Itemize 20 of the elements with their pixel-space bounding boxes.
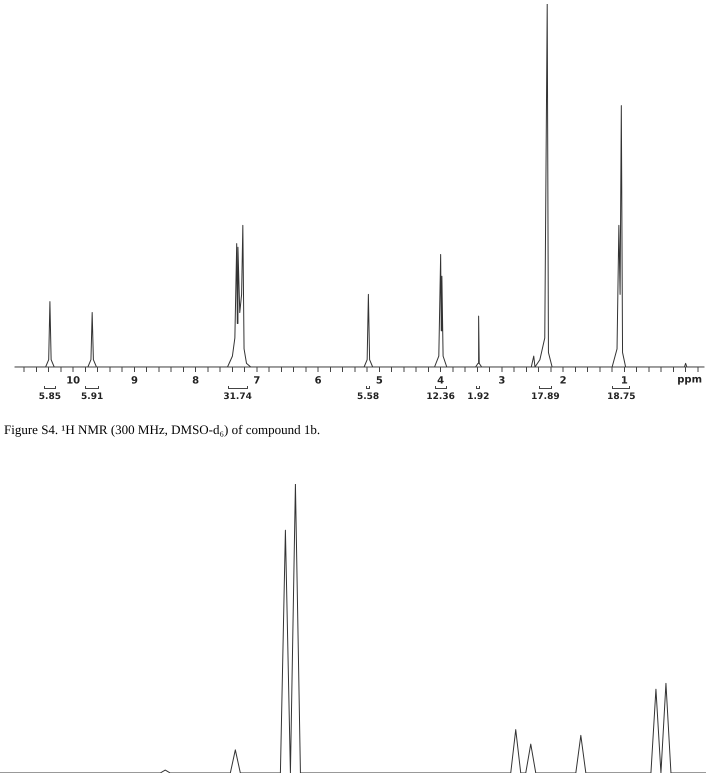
x-axis-title: ppm <box>677 374 702 386</box>
caption: Figure S4. ¹H NMR (300 MHz, DMSO-d₆) of compound 1b. <box>3 422 322 438</box>
text: 5.58 <box>356 392 380 402</box>
text: 18.75 <box>606 392 637 402</box>
x-tick-label: 10 <box>66 376 80 387</box>
x-tick-label: 3 <box>498 376 506 387</box>
x-tick-label: 5 <box>376 376 383 387</box>
text: 1.92 <box>467 392 490 402</box>
x-tick-label: 4 <box>437 376 444 387</box>
x-tick-label: 9 <box>130 376 138 387</box>
x-tick-label: 2 <box>560 376 567 387</box>
text: 17.89 <box>530 392 561 402</box>
x-tick-label: 7 <box>253 376 260 387</box>
text: 5.91 <box>80 392 104 402</box>
x-tick-label: 6 <box>314 376 322 387</box>
text: 5.85 <box>38 392 62 402</box>
x-tick-label: 1 <box>620 376 628 387</box>
text: 31.74 <box>222 392 253 402</box>
text: 12.36 <box>426 392 455 402</box>
x-tick-label: 8 <box>192 376 200 387</box>
